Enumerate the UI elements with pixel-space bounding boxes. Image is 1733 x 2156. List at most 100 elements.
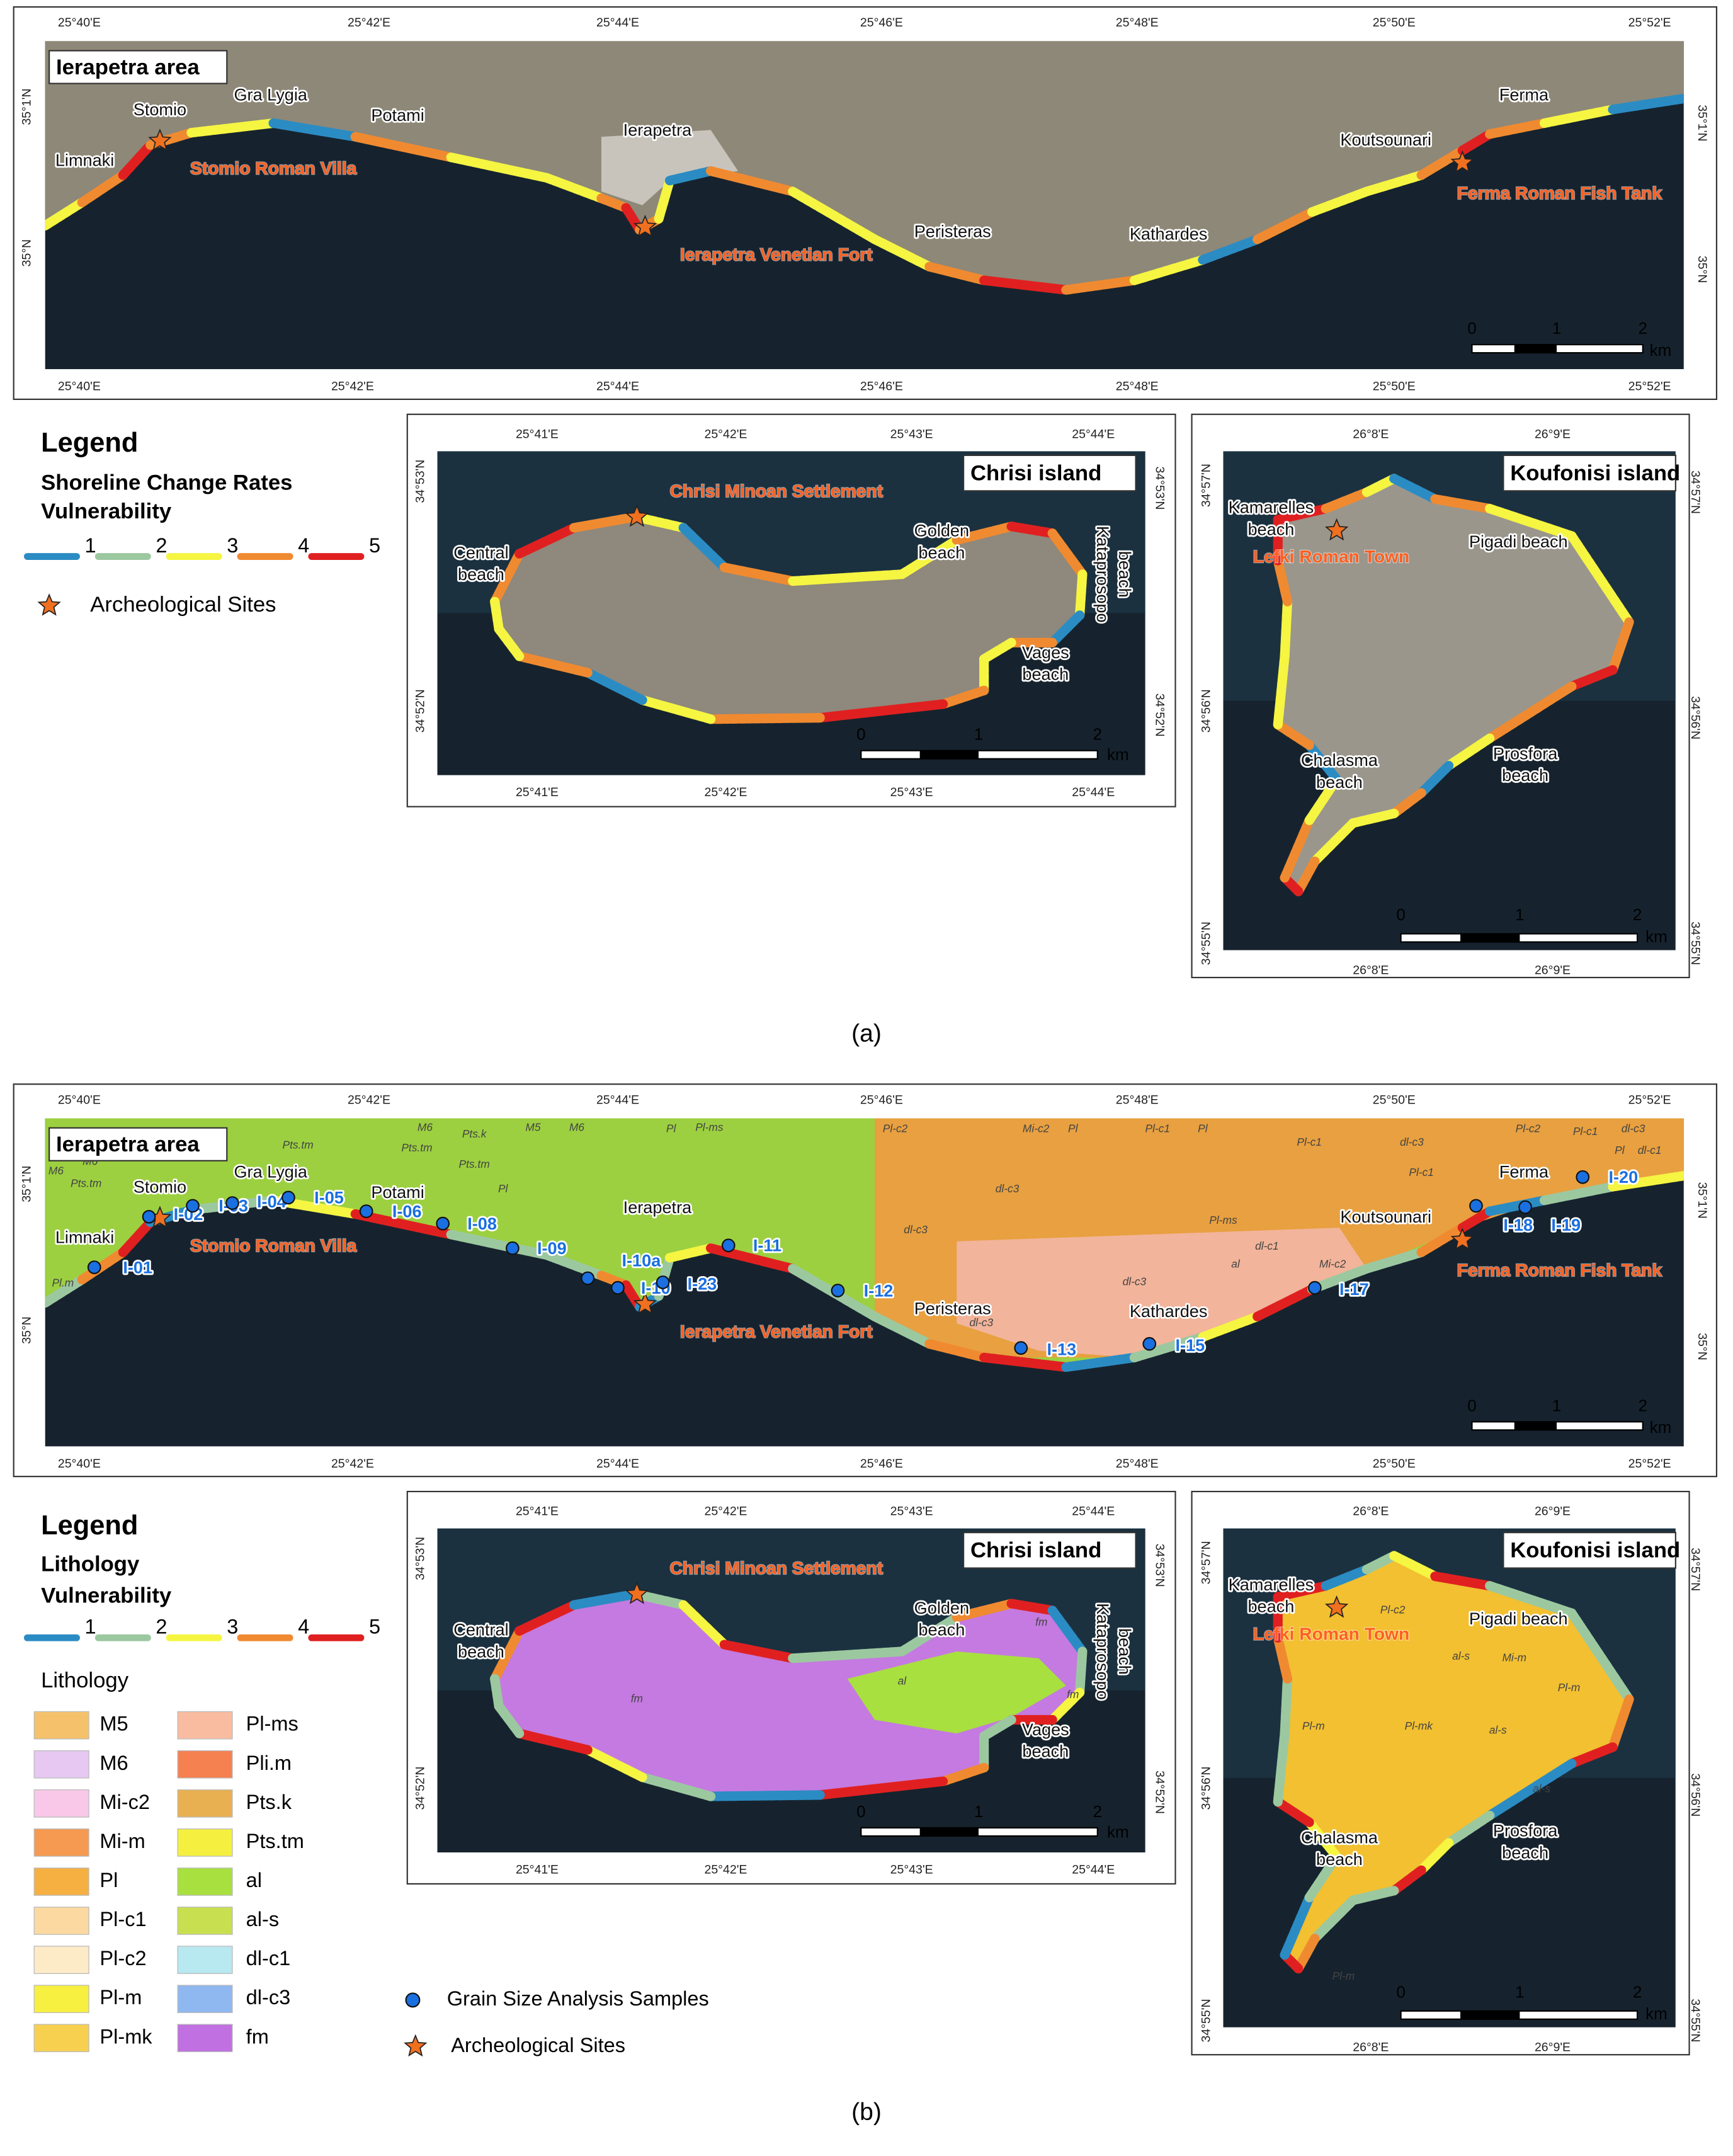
scale-label: 0 <box>1396 1982 1405 2001</box>
coast-segment <box>1361 1551 1399 1575</box>
legend-site-label: Archeological Sites <box>90 593 276 617</box>
place-label: Potami <box>371 105 424 125</box>
lithology-label: dl-c3 <box>904 1223 928 1236</box>
coast-segment <box>1348 1886 1399 1905</box>
lithology-label: al <box>898 1674 907 1687</box>
site-star <box>1324 518 1349 541</box>
place-label: Prosfora <box>1493 1821 1558 1840</box>
place-label: beach <box>458 1641 504 1661</box>
bottom-tick-label: 25°42'E <box>704 1862 747 1876</box>
right-tick-label: 34°57'N <box>1688 471 1702 514</box>
site-star <box>625 504 649 527</box>
coast-segment <box>1443 733 1495 771</box>
coast-segment <box>542 173 606 203</box>
coast-segment <box>77 170 128 207</box>
place-label: beach <box>1316 1849 1363 1869</box>
panel-caption: (a) <box>851 1020 882 1047</box>
coast-segment <box>1304 740 1342 784</box>
map-body <box>437 1528 1145 1853</box>
right-tick-label: 34°53'N <box>1152 466 1166 510</box>
coast-segment <box>1485 1581 1577 1618</box>
site-star <box>1450 1228 1474 1250</box>
map-title: Chrisi island <box>970 461 1101 485</box>
coast-segment <box>1061 1352 1139 1372</box>
coast-segment <box>1485 682 1577 743</box>
coast-segment <box>1304 1817 1342 1862</box>
coast-segment <box>1273 1633 1293 1684</box>
coast-segment <box>1567 531 1634 627</box>
coast-segment <box>897 535 962 579</box>
bottom-tick-label: 26°8'E <box>1353 963 1389 977</box>
coast-segment <box>705 166 798 197</box>
site-label: Lefki Roman Town <box>1253 546 1410 566</box>
sample-label: I-13 <box>1047 1340 1076 1359</box>
coast-segment <box>350 1209 456 1240</box>
coast-segment <box>490 1626 525 1684</box>
scale-label: 2 <box>1093 725 1102 744</box>
right-tick-label: 34°56'N <box>1688 696 1702 739</box>
scale-unit: km <box>1650 341 1672 360</box>
coast-segment <box>1485 118 1550 139</box>
lithology-label: al-s <box>1489 1723 1507 1736</box>
scale-bar-segment <box>1460 2011 1520 2019</box>
lithology-label: Mi-c2 <box>1319 1257 1346 1270</box>
sample-label: I-10a <box>622 1251 662 1270</box>
top-tick-label: 25°52'E <box>1628 1093 1671 1107</box>
lithology-label: Mi-c2 <box>99 1791 150 1813</box>
lithology-label: fm <box>246 2025 269 2048</box>
sample-label: I-08 <box>467 1214 497 1233</box>
map-title-box <box>1503 454 1676 492</box>
coast-segment <box>1361 1247 1426 1274</box>
place-label: Pigadi beach <box>1469 1609 1568 1628</box>
scale-unit: km <box>1107 745 1129 764</box>
left-tick-label: 34°55'N <box>1200 1999 1213 2042</box>
sample-label: I-19 <box>1551 1215 1581 1235</box>
coast-segment <box>1485 1759 1577 1820</box>
bottom-tick-label: 26°9'E <box>1535 2041 1571 2055</box>
coast-segment <box>1273 651 1290 730</box>
coast-segment <box>490 1674 504 1711</box>
coast-segment <box>1293 856 1320 896</box>
scale-label: 1 <box>1552 1396 1561 1415</box>
bottom-tick-label: 25°42'E <box>331 380 374 394</box>
left-tick-label: 35°1'N <box>20 1166 34 1202</box>
coast-segment <box>1416 1223 1467 1257</box>
bottom-tick-label: 25°40'E <box>58 1457 101 1471</box>
coast-segment <box>1389 1865 1426 1896</box>
sample-point <box>142 1209 156 1224</box>
place-label: Gra Lygia <box>234 1161 307 1181</box>
coast-segment <box>77 1247 128 1285</box>
top-tick-label: 25°41'E <box>516 1505 559 1519</box>
site-label: Chrisi Minoan Settlement <box>670 481 884 501</box>
top-tick-label: 25°52'E <box>1628 16 1671 30</box>
coast-segment <box>979 637 1016 664</box>
coast-segment <box>979 1352 1071 1372</box>
lithology-label: Pts.tm <box>459 1158 490 1170</box>
coast-segment <box>1567 665 1618 692</box>
lithology-label: Pl-m <box>1558 1681 1581 1694</box>
legend-sample <box>405 1992 421 2008</box>
sample-label: I-15 <box>1175 1335 1205 1355</box>
site-star <box>625 1582 649 1604</box>
sample-point <box>436 1216 450 1231</box>
bottom-tick-label: 25°48'E <box>1116 1457 1159 1471</box>
place-label: Ferma <box>1499 1161 1549 1181</box>
lithology-label: fm <box>631 1692 643 1705</box>
place-label: Chalasma <box>1301 750 1378 770</box>
scale-bar-segment <box>1460 933 1520 942</box>
lithology-zone <box>847 1651 1066 1734</box>
left-tick-label: 34°57'N <box>1200 464 1213 507</box>
coast-segment <box>719 562 798 586</box>
right-tick-label: 35°1'N <box>1695 105 1709 141</box>
lithology-swatch <box>177 1750 233 1779</box>
place-label: beach <box>918 542 965 562</box>
lithology-swatch <box>33 1828 89 1857</box>
sample-label: I-06 <box>392 1201 422 1221</box>
site-label: Stomio Roman Villa <box>190 1235 357 1255</box>
place-label: beach <box>1115 551 1135 598</box>
lithology-swatch <box>33 1868 89 1896</box>
coast-segment <box>1047 1606 1088 1657</box>
scale-label: 0 <box>856 1802 865 1821</box>
coast-segment <box>1608 1171 1684 1192</box>
coast-segment <box>1321 487 1372 514</box>
